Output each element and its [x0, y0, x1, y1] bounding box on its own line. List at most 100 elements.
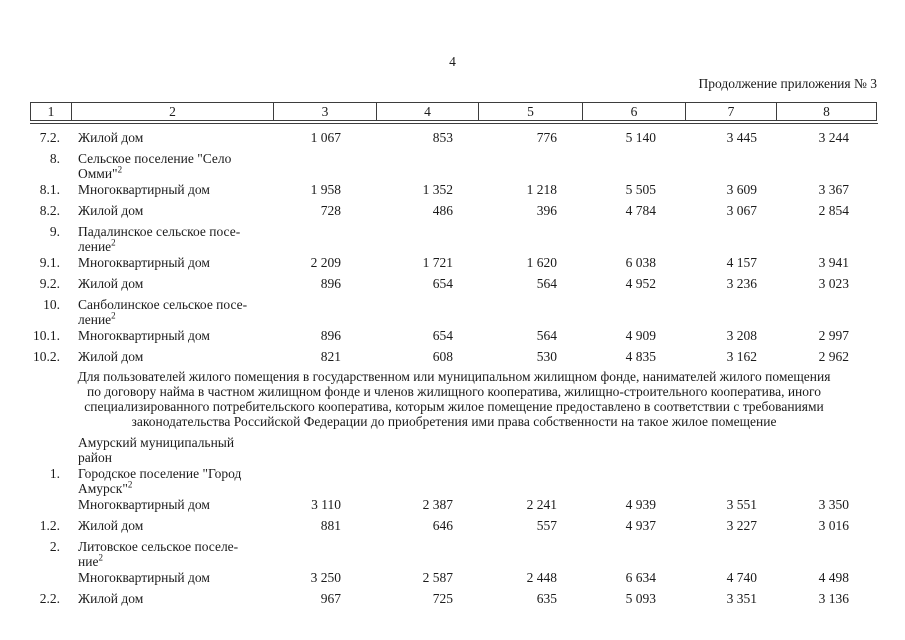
- row-label-text: Многоквартирный дом: [78, 570, 210, 585]
- cell-value: 5 505: [625, 182, 656, 197]
- footnote-marker: 2: [98, 552, 103, 563]
- appendix-table: 1 2 3 4 5 6 7 8 7.2. Жилой дом 1 067 853 776…: [30, 102, 878, 606]
- row-label-text: Падалинское сельское посе- ление: [78, 224, 241, 254]
- cell-value: 5 093: [625, 591, 656, 606]
- cell-value: 3 351: [726, 591, 757, 606]
- cell-value: 608: [432, 349, 453, 364]
- table-row: 9.2. Жилой дом 896 654 564 4 952 3 236 3 023: [30, 276, 878, 291]
- row-number: 2.: [49, 539, 60, 554]
- row-label: Амурский муниципальный район: [72, 435, 274, 465]
- cell-value: 564: [536, 276, 557, 291]
- row-number: [30, 435, 72, 465]
- cell-value: 3 023: [818, 276, 849, 291]
- row-label-text: Санболинское сельское посе- ление: [78, 297, 248, 327]
- cell-value: 2 387: [422, 497, 453, 512]
- row-label: Жилой дом: [72, 130, 274, 145]
- row-number: 9.2.: [39, 276, 60, 291]
- cell-value: 3 016: [818, 518, 849, 533]
- row-number: 9.: [49, 224, 60, 239]
- table-row: Многоквартирный дом 3 250 2 587 2 448 6 634 4…: [30, 570, 878, 585]
- row-number: 9.1.: [39, 255, 60, 270]
- footnote-marker: 2: [111, 310, 116, 321]
- table-body-upper: 7.2. Жилой дом 1 067 853 776 5 140 3 445 3 244 8…: [30, 130, 878, 364]
- appendix-continuation-note: Продолжение приложения № 3: [698, 76, 877, 91]
- cell-value: 896: [320, 276, 341, 291]
- row-number: 1.: [49, 466, 60, 481]
- table-row: 8. Сельское поселение "Село Омми"2: [30, 151, 878, 181]
- column-number-header: 2: [72, 102, 274, 121]
- column-number-header: 7: [686, 102, 777, 121]
- row-label: Многоквартирный дом: [72, 255, 274, 270]
- cell-value: 646: [432, 518, 453, 533]
- row-label-text: Сельское поселение "Село Омми": [78, 151, 232, 181]
- row-number: [30, 570, 72, 585]
- row-label: Жилой дом: [72, 518, 274, 533]
- cell-value: 3 110: [311, 497, 341, 512]
- cell-value: 4 909: [625, 328, 656, 343]
- row-label-text: Жилой дом: [78, 203, 144, 218]
- row-number: 10.1.: [33, 328, 60, 343]
- cell-value: 564: [536, 328, 557, 343]
- column-number-header: 1: [30, 102, 72, 121]
- row-label: Жилой дом: [72, 349, 274, 364]
- cell-value: 3 208: [726, 328, 757, 343]
- row-label-text: Жилой дом: [78, 518, 144, 533]
- table-row: 9.1. Многоквартирный дом 2 209 1 721 1 620 6 …: [30, 255, 878, 270]
- row-label: Многоквартирный дом: [72, 497, 274, 512]
- table-row: 2.2. Жилой дом 967 725 635 5 093 3 351 3 136: [30, 591, 878, 606]
- cell-value: 3 250: [310, 570, 341, 585]
- row-label: Многоквартирный дом: [72, 328, 274, 343]
- cell-value: 4 937: [625, 518, 656, 533]
- cell-value: 3 350: [818, 497, 849, 512]
- row-label-text: Многоквартирный дом: [78, 182, 210, 197]
- cell-value: 3 162: [726, 349, 757, 364]
- cell-value: 6 634: [625, 570, 656, 585]
- page-number: 4: [449, 54, 456, 69]
- cell-value: 2 587: [422, 570, 453, 585]
- column-number-header: 6: [583, 102, 686, 121]
- cell-value: 557: [536, 518, 557, 533]
- cell-value: 3 236: [726, 276, 757, 291]
- row-label-text: Многоквартирный дом: [78, 497, 210, 512]
- cell-value: 967: [320, 591, 341, 606]
- row-label-text: Амурский муниципальный район: [78, 435, 235, 465]
- tariff-category-note: Для пользователей жилого помещения в гос…: [77, 369, 831, 429]
- table-body-lower: Амурский муниципальный район 1. Городское …: [30, 435, 878, 606]
- cell-value: 3 367: [818, 182, 849, 197]
- row-number: 8.: [49, 151, 60, 166]
- table-row: 10.1. Многоквартирный дом 896 654 564 4 909 3 …: [30, 328, 878, 343]
- cell-value: 486: [432, 203, 453, 218]
- row-number: [30, 497, 72, 512]
- cell-value: 635: [536, 591, 557, 606]
- row-number: 10.: [43, 297, 60, 312]
- cell-value: 853: [432, 130, 453, 145]
- row-number: 2.2.: [39, 591, 60, 606]
- row-label: Жилой дом: [72, 591, 274, 606]
- cell-value: 2 854: [818, 203, 849, 218]
- cell-value: 4 740: [726, 570, 757, 585]
- column-number-header: 3: [274, 102, 377, 121]
- row-label: Многоквартирный дом: [72, 182, 274, 197]
- cell-value: 725: [432, 591, 453, 606]
- cell-value: 776: [536, 130, 557, 145]
- cell-value: 530: [536, 349, 557, 364]
- row-label-text: Жилой дом: [78, 130, 144, 145]
- cell-value: 881: [320, 518, 341, 533]
- row-label: Сельское поселение "Село Омми"2: [72, 151, 274, 181]
- cell-value: 1 721: [422, 255, 453, 270]
- table-row: 8.2. Жилой дом 728 486 396 4 784 3 067 2 854: [30, 203, 878, 218]
- row-number: 7.2.: [39, 130, 60, 145]
- cell-value: 728: [320, 203, 341, 218]
- cell-value: 896: [320, 328, 341, 343]
- cell-value: 1 352: [422, 182, 453, 197]
- cell-value: 3 551: [726, 497, 757, 512]
- cell-value: 2 241: [526, 497, 557, 512]
- table-row: 8.1. Многоквартирный дом 1 958 1 352 1 218 5 …: [30, 182, 878, 197]
- table-row: 2. Литовское сельское поселе- ние2: [30, 539, 878, 569]
- cell-value: 4 835: [625, 349, 656, 364]
- cell-value: 1 067: [310, 130, 341, 145]
- table-row: 10. Санболинское сельское посе- ление2: [30, 297, 878, 327]
- cell-value: 1 620: [526, 255, 557, 270]
- table-row: 10.2. Жилой дом 821 608 530 4 835 3 162 2 962: [30, 349, 878, 364]
